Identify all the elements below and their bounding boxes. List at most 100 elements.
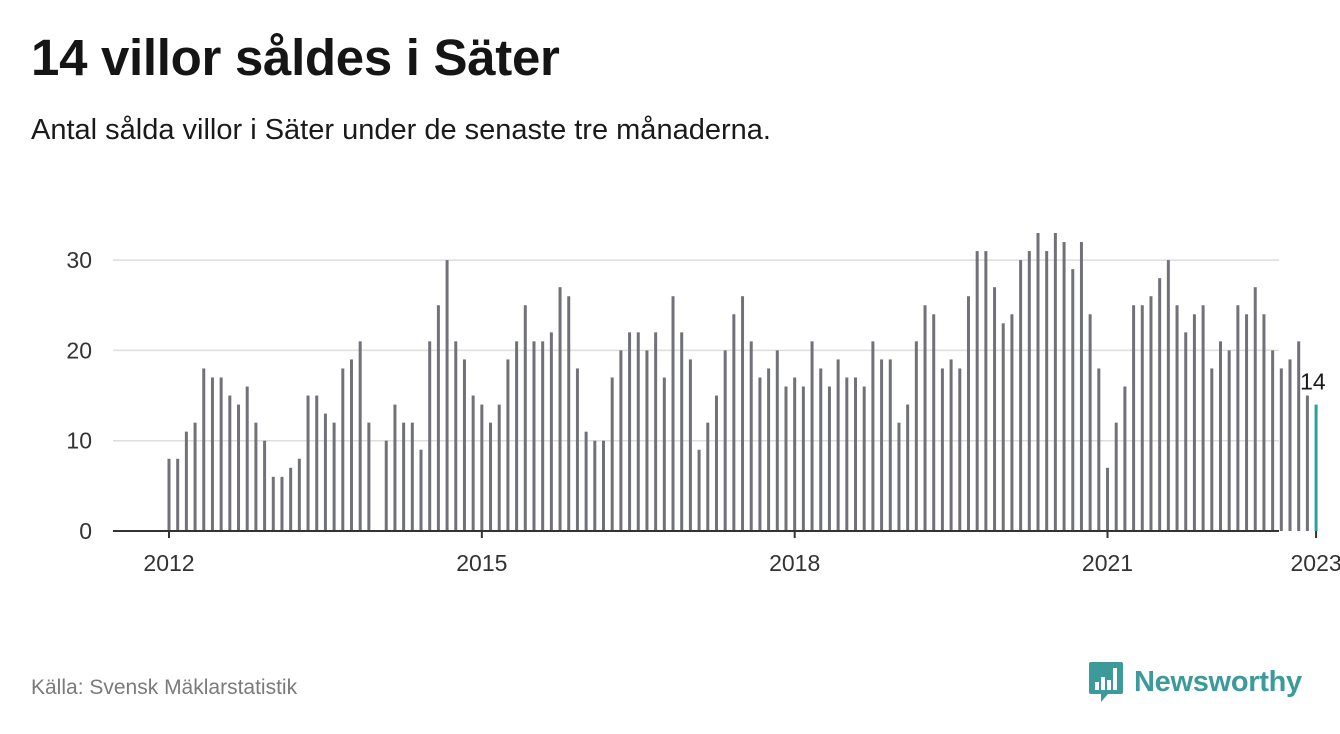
bar (1184, 332, 1188, 531)
bar (654, 332, 658, 531)
bar (575, 368, 579, 531)
bar (237, 404, 241, 531)
bar (210, 377, 214, 531)
x-tick-label: 2012 (143, 550, 194, 576)
bar (358, 341, 362, 531)
bar (1106, 467, 1110, 531)
x-tick-label: 2021 (1082, 550, 1133, 576)
bar (1079, 242, 1083, 532)
bar (1053, 233, 1057, 531)
labels: 0 10 20 30 2012 2015 2018 2021 2023 14 (66, 247, 1340, 576)
bar (393, 404, 397, 531)
bar (697, 449, 701, 531)
bar (966, 296, 970, 531)
bar (602, 440, 605, 531)
bar (471, 395, 475, 531)
bar (315, 395, 319, 531)
bar (1045, 251, 1049, 531)
bar (819, 368, 823, 531)
bar (454, 341, 458, 531)
latest-value-label: 14 (1300, 369, 1326, 395)
bar (541, 341, 545, 531)
bar (662, 377, 666, 531)
bar (349, 359, 353, 531)
bar (784, 386, 788, 531)
bar (245, 386, 249, 531)
chart-subtitle: Antal sålda villor i Säter under de sena… (31, 114, 771, 146)
bar (706, 422, 710, 531)
bar (767, 368, 771, 531)
bar (1201, 305, 1205, 531)
bar (1027, 251, 1031, 531)
bar (914, 341, 918, 531)
bar (1036, 233, 1040, 531)
x-tick-label: 2023 (1290, 550, 1340, 576)
bar (723, 350, 727, 531)
bar (1262, 314, 1266, 531)
bar (436, 305, 440, 531)
bar (1097, 368, 1101, 531)
bar (523, 305, 527, 531)
bar (897, 422, 901, 531)
bar (993, 287, 997, 531)
grid-lines (113, 259, 1279, 442)
bar (975, 251, 979, 531)
bar (1132, 305, 1136, 531)
bar (1158, 278, 1162, 531)
bar (793, 377, 797, 531)
bar (367, 422, 371, 531)
bar (184, 431, 188, 531)
bar (680, 332, 684, 531)
bar (289, 467, 293, 531)
bar (836, 359, 840, 531)
bar (497, 404, 501, 531)
bar (306, 395, 310, 531)
x-tick-label: 2015 (456, 550, 507, 576)
bar (1001, 323, 1005, 531)
bar (402, 422, 406, 531)
bar (271, 476, 275, 531)
bar (906, 404, 910, 531)
y-tick-label: 0 (79, 518, 92, 544)
bar (332, 422, 336, 531)
bar (419, 449, 423, 531)
bar (515, 341, 519, 531)
bar (297, 458, 301, 531)
bar (1019, 260, 1023, 531)
bar (1236, 305, 1240, 531)
bar (567, 296, 571, 531)
bar (732, 314, 736, 531)
bar (1288, 359, 1292, 531)
bar (1114, 422, 1118, 531)
bar (593, 440, 597, 531)
bar (871, 341, 875, 531)
bar (741, 296, 745, 531)
bar (1279, 368, 1283, 531)
bar (202, 368, 206, 531)
bar (1071, 269, 1075, 531)
bar (462, 359, 466, 531)
bar (619, 350, 623, 531)
bar (193, 422, 197, 531)
bar (645, 350, 649, 531)
bar (610, 377, 614, 531)
bar (1149, 296, 1153, 531)
bar (263, 440, 267, 531)
bar-chart-speech-bubble-icon (1089, 662, 1123, 702)
bar (428, 341, 432, 531)
bar (410, 422, 414, 531)
bar (219, 377, 223, 531)
bar (671, 296, 675, 531)
bar (1140, 305, 1144, 531)
bar (775, 350, 779, 531)
bar (489, 422, 493, 531)
bar (958, 368, 962, 531)
bar (1271, 350, 1275, 531)
bar (810, 341, 814, 531)
bar (923, 305, 927, 531)
bar (1166, 260, 1170, 531)
bar-latest (1314, 404, 1318, 531)
bar (167, 458, 171, 531)
bar (384, 440, 388, 531)
